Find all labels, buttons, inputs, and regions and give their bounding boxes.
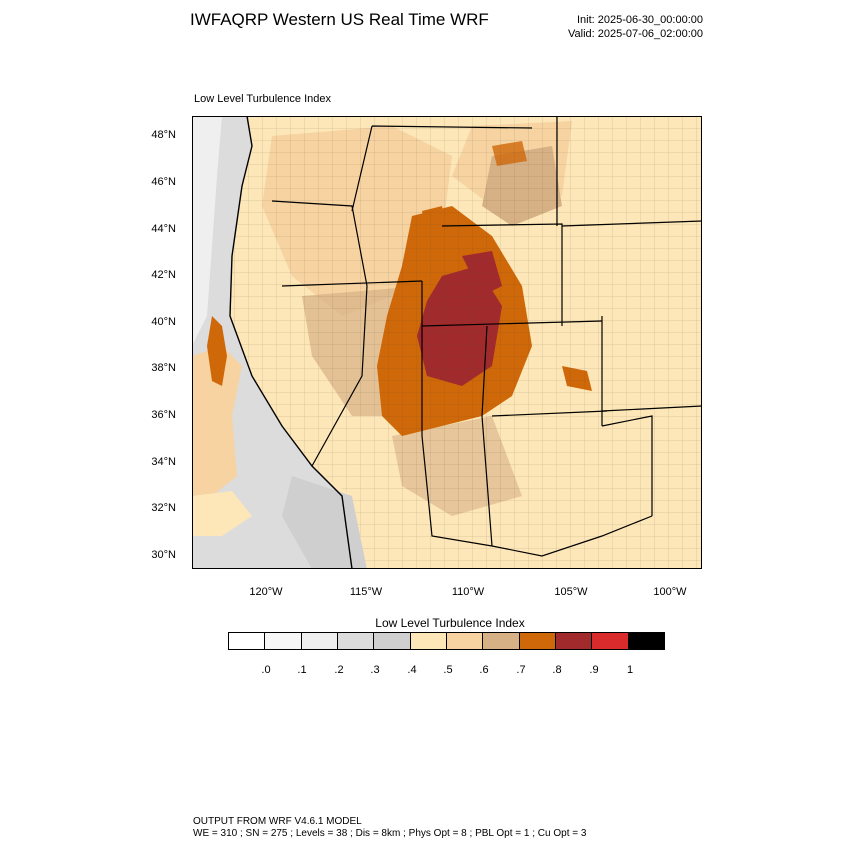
colorbar-box [628,633,664,649]
colorbar-box [519,633,556,649]
lat-label: 30°N [151,549,176,561]
ocean-yellow-area [192,491,252,536]
map-border [192,116,702,569]
colorbar-box [337,633,375,649]
lon-label: 110°W [451,586,485,598]
colorbar-tick: .5 [443,664,453,676]
lon-label: 115°W [349,586,383,598]
colorbar-tick: .3 [370,664,380,676]
init-time: Init: 2025-06-30_00:00:00 [577,14,703,26]
plot-title: IWFAQRP Western US Real Time WRF [190,10,489,29]
colorbar-title: Low Level Turbulence Index [375,616,525,630]
lat-label: 48°N [151,129,176,141]
lat-label: 42°N [151,269,176,281]
lon-label: 120°W [249,586,283,598]
baja-gray-area [282,476,367,569]
map-panel [192,116,702,569]
lat-label: 32°N [151,502,176,514]
lat-label: 34°N [151,456,176,468]
lat-label: 46°N [151,176,176,188]
colorbar-box [446,633,484,649]
ocean-tan-area [192,346,242,496]
offshore-orange [207,316,227,386]
lat-label: 44°N [151,223,176,235]
model-info-line2: WE = 310 ; SN = 275 ; Levels = 38 ; Dis … [193,828,587,839]
model-info-line1: OUTPUT FROM WRF V4.6.1 MODEL [193,816,362,827]
colorbar-tick: .6 [479,664,489,676]
colorbar-box [592,633,629,649]
turbulence-map [192,116,702,569]
colorbar-box [410,633,447,649]
state-boundaries [271,116,702,557]
colorbar-tick: .7 [516,664,526,676]
colorbar-box [374,633,411,649]
colorbar-box [301,633,338,649]
map-field-label: Low Level Turbulence Index [194,93,331,105]
lat-label: 38°N [151,362,176,374]
colorbar [228,632,665,650]
lon-label: 105°W [554,586,588,598]
lon-label: 100°W [653,586,687,598]
colorbar-box [265,633,302,649]
colorbar-tick: .8 [552,664,562,676]
colorbar-box [555,633,593,649]
valid-time: Valid: 2025-07-06_02:00:00 [568,28,703,40]
colorbar-tick: .9 [589,664,599,676]
colorbar-tick: .0 [261,664,271,676]
coastline [229,116,353,569]
colorbar-tick: .2 [334,664,344,676]
colorbar-box [229,633,266,649]
ocean-light [192,116,222,346]
county-lines [230,116,702,569]
colorbar-tick: 1 [626,664,634,676]
lat-label: 36°N [151,409,176,421]
colorbar-tick: .4 [407,664,417,676]
lat-label: 40°N [151,316,176,328]
colorbar-box [483,633,520,649]
colorbar-tick: .1 [297,664,307,676]
